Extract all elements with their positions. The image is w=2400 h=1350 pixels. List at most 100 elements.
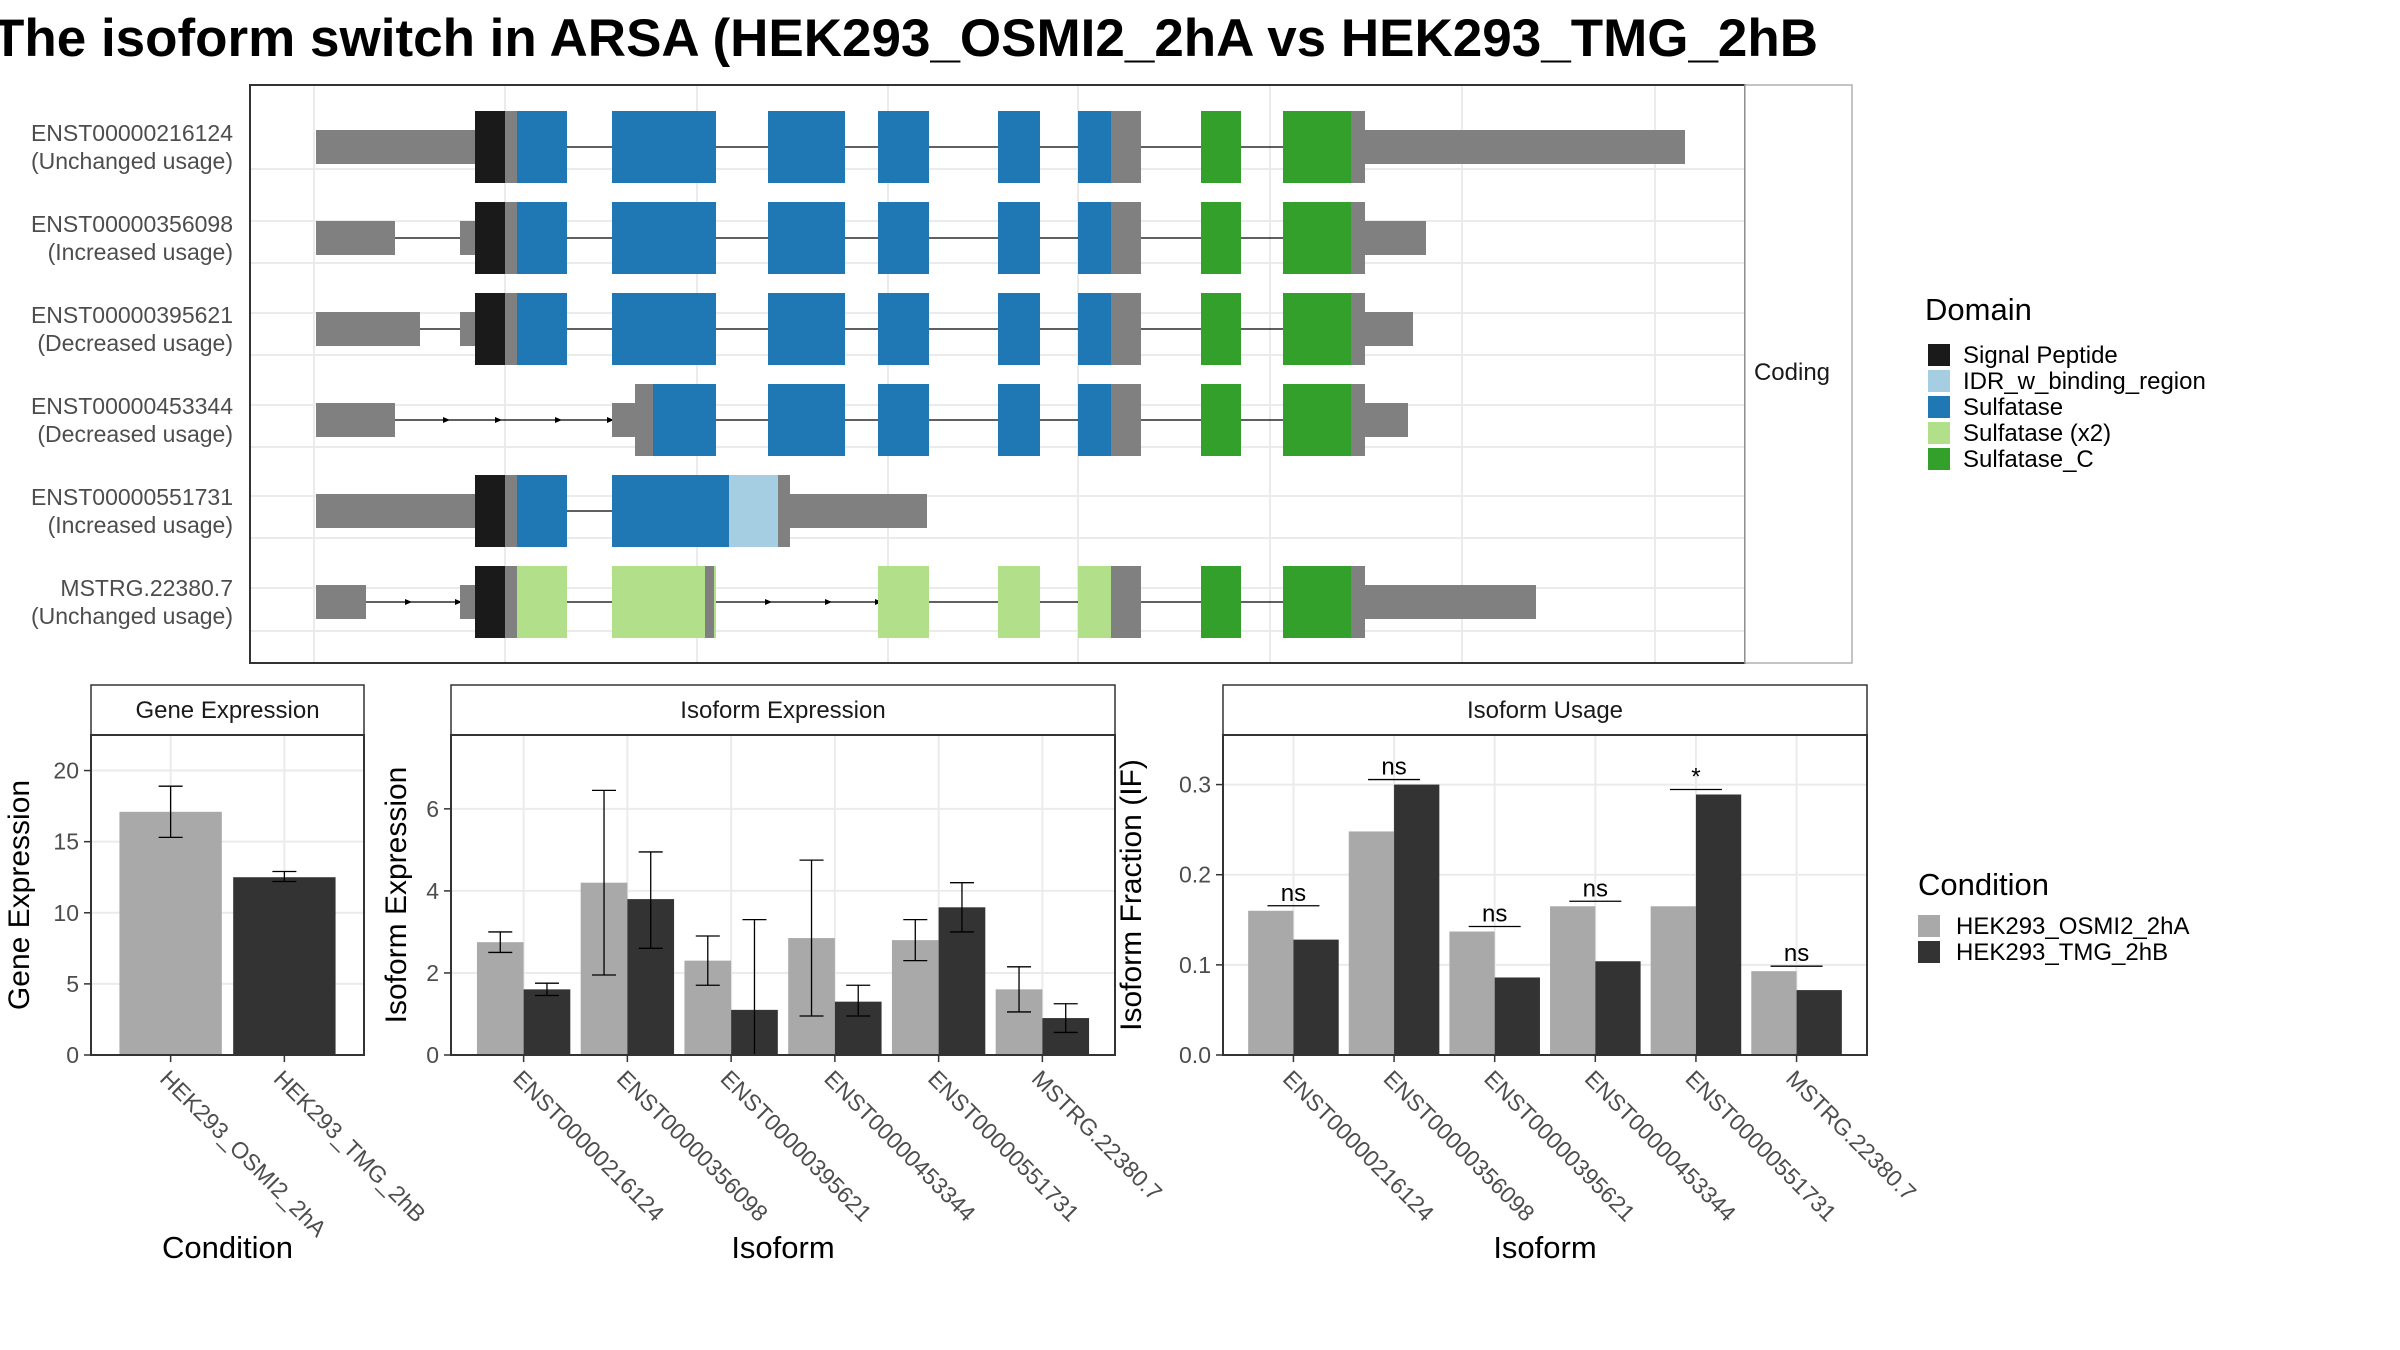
domain-legend-label: Sulfatase_C bbox=[1963, 446, 2094, 473]
transcript-usage-label: (Unchanged usage) bbox=[31, 148, 233, 174]
exon-sulfatase bbox=[878, 384, 929, 456]
bar bbox=[1449, 931, 1495, 1055]
domain-legend-label: IDR_w_binding_region bbox=[1963, 368, 2206, 395]
domain-legend-key bbox=[1928, 448, 1950, 470]
exon-sulfatase bbox=[768, 384, 845, 456]
bar bbox=[1751, 971, 1797, 1055]
significance-label: * bbox=[1691, 763, 1700, 790]
exon-sulfatase bbox=[768, 111, 845, 183]
transcript-usage-label: (Decreased usage) bbox=[37, 421, 233, 447]
transcript-id-label: ENST00000453344 bbox=[31, 393, 233, 419]
exon-sulfatase-c bbox=[1283, 293, 1351, 365]
exon-utr bbox=[316, 403, 395, 437]
exon-sulfatase-c bbox=[1201, 566, 1241, 638]
x-axis-title: Isoform bbox=[731, 1230, 834, 1265]
exon-utr bbox=[1365, 312, 1413, 346]
exon-utr bbox=[1365, 585, 1536, 619]
transcript-row: MSTRG.22380.7(Unchanged usage) bbox=[31, 566, 1536, 638]
exon-sulfatase bbox=[768, 202, 845, 274]
gene-expression-chart: Gene Expression05101520HEK293_OSMI2_2hAH… bbox=[3, 684, 431, 1265]
bar bbox=[1595, 961, 1641, 1055]
y-tick-label: 0.3 bbox=[1179, 772, 1211, 798]
bar bbox=[119, 811, 222, 1055]
figure-title: The isoform switch in ARSA (HEK293_OSMI2… bbox=[0, 9, 1818, 68]
exon-sulfatase bbox=[517, 202, 567, 274]
exon-sulfatase bbox=[878, 293, 929, 365]
exon-sulfatase bbox=[653, 384, 716, 456]
exon-sulfatase bbox=[612, 293, 716, 365]
significance-label: ns bbox=[1381, 754, 1406, 781]
transcript-row: ENST00000551731(Increased usage) bbox=[31, 475, 927, 547]
exon-sulfatase bbox=[517, 293, 567, 365]
y-tick-label: 4 bbox=[426, 878, 439, 904]
chart-panel-border bbox=[450, 734, 1116, 1056]
domain-legend-label: Signal Peptide bbox=[1963, 342, 2118, 369]
exon-utr bbox=[505, 566, 517, 638]
transcript-usage-label: (Unchanged usage) bbox=[31, 603, 233, 629]
exon-sulfatase bbox=[998, 111, 1040, 183]
exon-utr bbox=[1351, 202, 1365, 274]
exon-sulfatase-c bbox=[1283, 202, 1351, 274]
transcript-usage-label: (Increased usage) bbox=[48, 512, 233, 538]
exon-sulfatase-x2 bbox=[517, 566, 567, 638]
intron-arrow bbox=[765, 599, 772, 605]
chart-strip-label: Gene Expression bbox=[135, 697, 319, 724]
condition-legend-key bbox=[1918, 941, 1940, 963]
exon-utr bbox=[505, 111, 517, 183]
exon-utr bbox=[1365, 130, 1685, 164]
exon-sulfatase bbox=[1078, 202, 1111, 274]
condition-legend-title: Condition bbox=[1918, 867, 2049, 902]
transcript-row: ENST00000453344(Decreased usage) bbox=[31, 384, 1408, 456]
exon-sulfatase-c bbox=[1283, 384, 1351, 456]
exon-utr bbox=[1365, 221, 1426, 255]
exon-utr bbox=[1351, 384, 1365, 456]
y-tick-label: 20 bbox=[53, 758, 79, 784]
transcript-row: ENST00000395621(Decreased usage) bbox=[31, 293, 1413, 365]
exon-utr bbox=[612, 403, 635, 437]
bar bbox=[1248, 910, 1294, 1055]
condition-legend-label: HEK293_TMG_2hB bbox=[1956, 939, 2168, 966]
y-axis-title: Gene Expression bbox=[3, 780, 36, 1010]
exon-sulfatase bbox=[517, 475, 567, 547]
exon-utr bbox=[1111, 293, 1141, 365]
transcript-id-label: ENST00000551731 bbox=[31, 484, 233, 510]
bar bbox=[233, 877, 336, 1055]
intron-arrow bbox=[555, 417, 562, 423]
exon-sulfatase bbox=[612, 202, 716, 274]
exon-sulfatase-c bbox=[1283, 566, 1351, 638]
exon-sulfatase bbox=[878, 202, 929, 274]
exon-utr bbox=[1351, 111, 1365, 183]
domain-legend-title: Domain bbox=[1925, 292, 2032, 327]
y-tick-label: 2 bbox=[426, 960, 439, 986]
exon-utr bbox=[705, 566, 714, 638]
exon-sulfatase bbox=[1078, 111, 1111, 183]
exon-utr bbox=[1351, 293, 1365, 365]
transcript-usage-label: (Increased usage) bbox=[48, 239, 233, 265]
exon-signal-peptide bbox=[475, 566, 505, 638]
isoform-expression-chart: Isoform Expression0246ENST00000216124ENS… bbox=[380, 684, 1167, 1265]
y-tick-label: 5 bbox=[66, 971, 79, 997]
bar bbox=[1550, 906, 1596, 1055]
y-tick-label: 0.2 bbox=[1179, 862, 1211, 888]
exon-utr bbox=[778, 475, 790, 547]
chart-strip-label: Isoform Usage bbox=[1467, 697, 1623, 724]
exon-utr bbox=[1111, 566, 1141, 638]
transcript-row: ENST00000216124(Unchanged usage) bbox=[31, 111, 1685, 183]
domain-legend-key bbox=[1928, 344, 1950, 366]
exon-sulfatase-c bbox=[1283, 111, 1351, 183]
chart-strip-label: Isoform Expression bbox=[680, 697, 885, 724]
chart-strip bbox=[1222, 684, 1868, 736]
exon-signal-peptide bbox=[475, 111, 505, 183]
exon-sulfatase bbox=[1078, 384, 1111, 456]
exon-sulfatase-c bbox=[1201, 384, 1241, 456]
transcript-id-label: ENST00000216124 bbox=[31, 120, 233, 146]
y-tick-label: 0.1 bbox=[1179, 952, 1211, 978]
exon-sulfatase bbox=[612, 475, 729, 547]
exon-signal-peptide bbox=[475, 202, 505, 274]
y-tick-label: 10 bbox=[53, 900, 79, 926]
exon-utr bbox=[1365, 403, 1408, 437]
exon-sulfatase bbox=[1078, 293, 1111, 365]
domain-legend-key bbox=[1928, 422, 1950, 444]
exon-utr bbox=[316, 494, 475, 528]
